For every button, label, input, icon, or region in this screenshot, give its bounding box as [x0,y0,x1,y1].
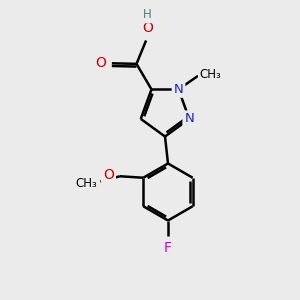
Text: N: N [174,83,183,96]
Text: F: F [164,241,172,254]
Text: O: O [95,56,106,70]
Text: H: H [143,8,152,22]
Text: O: O [103,168,114,182]
Text: O: O [142,21,153,35]
Text: CH₃: CH₃ [200,68,221,81]
Text: CH₃: CH₃ [75,177,97,190]
Text: N: N [184,112,194,125]
